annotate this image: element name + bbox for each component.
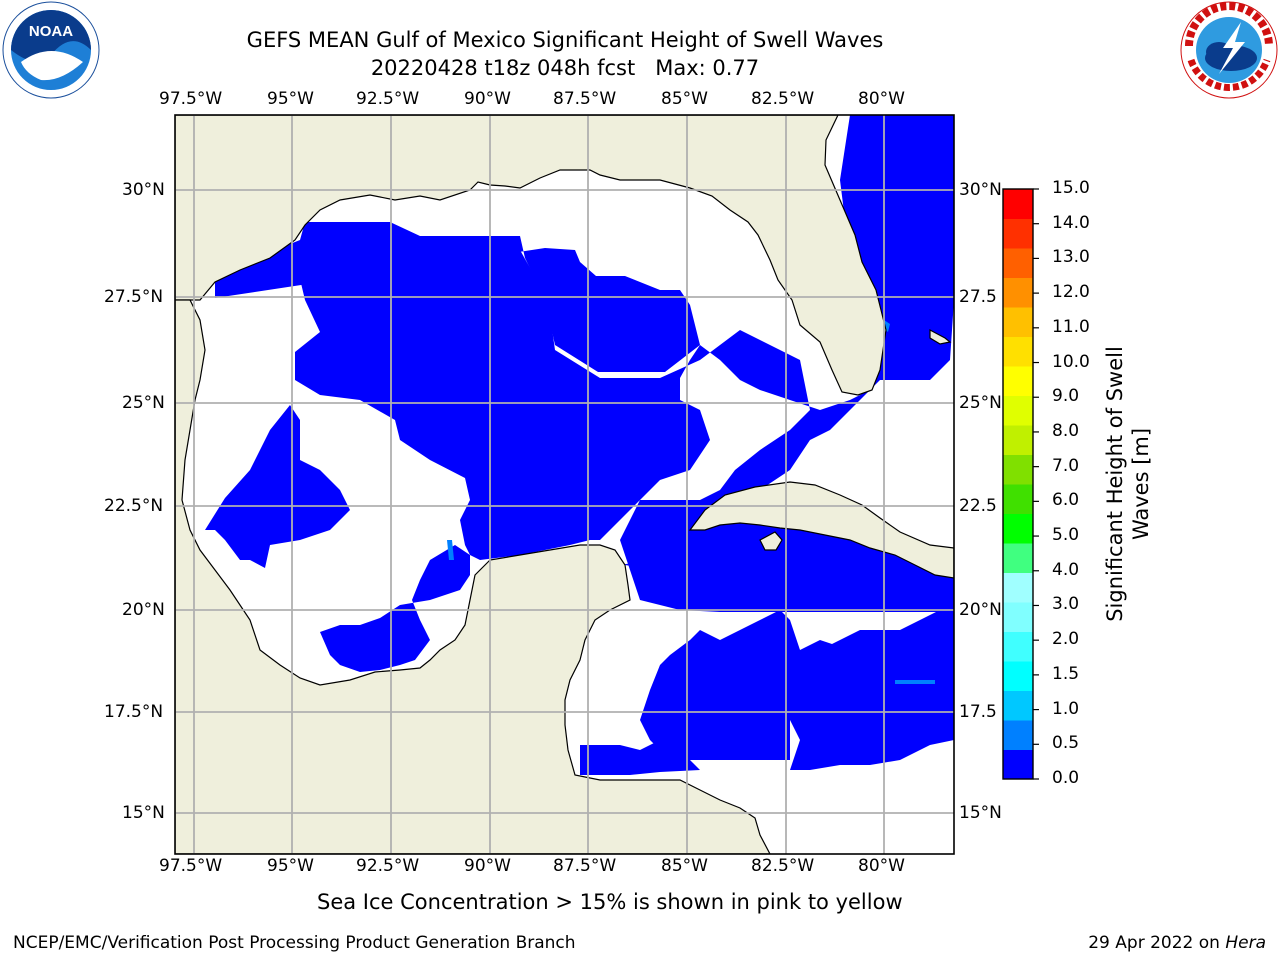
map-frame <box>174 114 955 855</box>
colorbar-label-line2: Waves [m] <box>1129 427 1153 541</box>
colorbar-tick-label: 13.0 <box>1052 247 1090 268</box>
colorbar-tick-label: 15.0 <box>1052 178 1090 198</box>
colorbar-band <box>1003 336 1033 367</box>
sea-ice-note: Sea Ice Concentration > 15% is shown in … <box>317 890 903 914</box>
nws-logo-icon <box>1180 1 1278 99</box>
lat-label-left: 15°N <box>122 803 165 823</box>
lat-label-right: 17.5 <box>959 702 997 722</box>
colorbar-band <box>1003 749 1033 780</box>
lat-label-left: 20°N <box>122 600 165 620</box>
colorbar-band <box>1003 720 1033 750</box>
lon-label-top: 85°W <box>661 89 708 109</box>
colorbar-tick-label: 8.0 <box>1052 420 1080 441</box>
lon-label-top: 95°W <box>267 89 314 109</box>
lat-label-left: 22.5°N <box>104 496 164 516</box>
colorbar-tick-label: 11.0 <box>1052 316 1090 337</box>
colorbar-band <box>1003 395 1033 426</box>
footer-right: 29 Apr 2022 on Hera <box>1088 933 1266 953</box>
lon-label-bottom: 80°W <box>858 856 905 876</box>
lon-label-bottom: 87.5°W <box>553 856 617 876</box>
noaa-logo-icon: NOAA <box>2 1 100 99</box>
lat-label-left: 25°N <box>122 393 165 413</box>
colorbar-band <box>1003 425 1033 455</box>
footer-date: 29 Apr 2022 on <box>1088 933 1226 953</box>
colorbar-band <box>1003 513 1033 544</box>
lon-label-bottom: 92.5°W <box>356 856 420 876</box>
colorbar-band <box>1003 277 1033 308</box>
lon-label-top: 87.5°W <box>553 89 617 109</box>
colorbar-tick-label: 5.0 <box>1052 525 1080 546</box>
colorbar-band <box>1003 366 1033 396</box>
colorbar-tick-label: 6.0 <box>1052 490 1080 511</box>
colorbar-tick-label: 12.0 <box>1052 282 1090 303</box>
colorbar-band <box>1003 572 1033 603</box>
colorbar-tick-label: 4.0 <box>1052 559 1080 580</box>
lon-label-top: 82.5°W <box>751 89 815 109</box>
colorbar-band <box>1003 602 1033 632</box>
swell-field-low <box>205 115 954 775</box>
colorbar-band <box>1003 484 1033 514</box>
lat-label-right: 27.5 <box>959 287 997 307</box>
colorbar-tick-label: 14.0 <box>1052 212 1090 233</box>
lon-label-bottom: 82.5°W <box>751 856 815 876</box>
colorbar-band <box>1003 248 1033 278</box>
lat-label-left: 17.5°N <box>104 702 164 722</box>
svg-text:NOAA: NOAA <box>29 23 73 40</box>
colorbar-band <box>1003 631 1033 662</box>
colorbar-band <box>1003 543 1033 573</box>
lat-label-left: 27.5°N <box>104 287 164 307</box>
colorbar-tick-label: 10.0 <box>1052 351 1090 372</box>
lon-label-top: 90°W <box>464 89 511 109</box>
lon-label-top: 92.5°W <box>356 89 420 109</box>
colorbar-band <box>1003 307 1033 337</box>
lon-label-bottom: 95°W <box>267 856 314 876</box>
footer-host: Hera <box>1225 933 1266 953</box>
lon-label-top: 80°W <box>858 89 905 109</box>
colorbar-tick-label: 3.0 <box>1052 594 1080 615</box>
colorbar-tick-label: 1.0 <box>1052 698 1080 719</box>
colorbar-band <box>1003 454 1033 485</box>
lat-label-right: 20°N <box>959 600 1002 620</box>
map-title-line1: GEFS MEAN Gulf of Mexico Significant Hei… <box>246 28 884 52</box>
colorbar-tick-label: 0.5 <box>1052 733 1080 754</box>
colorbar-tick-label: 7.0 <box>1052 455 1080 476</box>
lat-label-right: 22.5 <box>959 496 997 516</box>
lon-label-bottom: 97.5°W <box>159 856 223 876</box>
graticule <box>175 115 954 854</box>
colorbar-tick-label: 1.5 <box>1052 663 1080 684</box>
map-title-line2: 20220428 t18z 048h fcst Max: 0.77 <box>370 56 760 80</box>
lon-label-bottom: 85°W <box>661 856 708 876</box>
lon-label-bottom: 90°W <box>464 856 511 876</box>
colorbar-label-line1: Significant Height of Swell <box>1103 346 1127 622</box>
colorbar-band <box>1003 218 1033 249</box>
lat-label-right: 25°N <box>959 393 1002 413</box>
colorbar-tick-label: 2.0 <box>1052 629 1080 650</box>
lat-label-right: 30°N <box>959 180 1002 200</box>
colorbar-band <box>1003 661 1033 691</box>
footer-left: NCEP/EMC/Verification Post Processing Pr… <box>13 933 576 953</box>
colorbar-tick-label: 9.0 <box>1052 386 1080 407</box>
lon-label-top: 97.5°W <box>159 89 223 109</box>
colorbar-band <box>1003 690 1033 721</box>
lat-label-left: 30°N <box>122 180 165 200</box>
colorbar-tick-label: 0.0 <box>1052 768 1080 788</box>
colorbar-band <box>1003 189 1033 219</box>
lat-label-right: 15°N <box>959 803 1002 823</box>
